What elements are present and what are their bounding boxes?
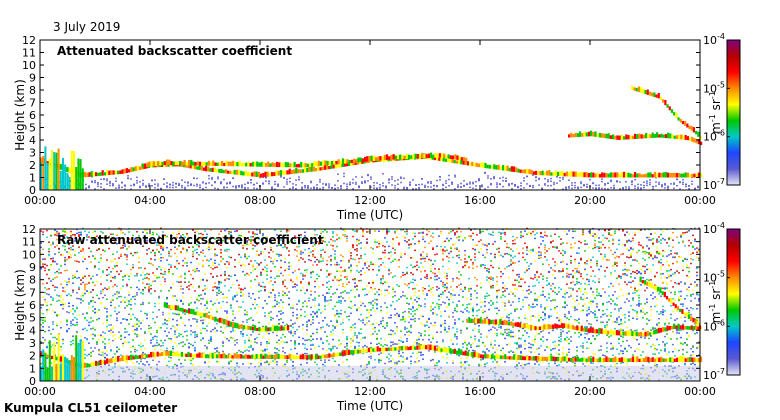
colorbar-tick-exponent: -5	[717, 270, 725, 279]
x-tick-label: 12:00	[354, 194, 386, 207]
surface-aerosol	[40, 333, 84, 381]
y-tick-label: 12	[22, 34, 36, 47]
colorbar-tick-base: 10	[703, 320, 717, 333]
colorbar-unit-label: m-1 sr-1	[708, 91, 723, 134]
y-tick-label: 9	[29, 72, 36, 85]
x-tick-label: 00:00	[684, 385, 716, 398]
colorbar-tick-base: 10	[703, 223, 717, 236]
colorbar: 10-410-510-610-7m-1 sr-1	[703, 32, 741, 192]
colorbar-tick-base: 10	[703, 369, 717, 382]
colorbar-tick-exponent: -5	[717, 80, 725, 89]
x-tick-label: 00:00	[684, 194, 716, 207]
x-tick-label: 20:00	[574, 194, 606, 207]
colorbar-unit-part: m	[709, 122, 723, 134]
y-tick-label: 0	[29, 184, 36, 197]
colorbar-tick-base: 10	[703, 131, 717, 144]
colorbar-tick-exponent: -7	[717, 177, 725, 186]
x-tick-label: 16:00	[464, 194, 496, 207]
colorbar-tick-label: 10-6	[703, 129, 725, 144]
layer-elevated-aerosol	[466, 317, 702, 337]
y-tick-label: 10	[22, 59, 36, 72]
colorbar-unit-part: sr	[709, 289, 723, 304]
colorbar-tick-base: 10	[703, 34, 717, 47]
panel-2: Raw attenuated backscatter coefficient01…	[13, 221, 741, 413]
x-tick-label: 08:00	[244, 385, 276, 398]
y-tick-label: 5	[29, 312, 36, 325]
colorbar-tick-exponent: -6	[717, 318, 725, 327]
date-label: 3 July 2019	[53, 20, 121, 34]
colorbar-scale	[726, 39, 741, 186]
y-tick-label: 7	[29, 97, 36, 110]
colorbar-tick-label: 10-4	[703, 32, 725, 47]
y-tick-label: 2	[29, 350, 36, 363]
colorbar-unit-part: -1	[708, 281, 717, 289]
layer-elevated-cloud	[568, 130, 703, 145]
y-tick-label: 10	[22, 248, 36, 261]
colorbar-unit-part: -1	[708, 91, 717, 99]
x-tick-label: 16:00	[464, 385, 496, 398]
x-tick-label: 04:00	[134, 385, 166, 398]
y-tick-label: 2	[29, 159, 36, 172]
layer-descending-layer	[639, 276, 702, 330]
y-tick-label: 4	[29, 134, 36, 147]
y-tick-label: 1	[29, 172, 36, 185]
colorbar-tick-label: 10-5	[703, 270, 725, 285]
y-tick-label: 5	[29, 122, 36, 135]
colorbar-unit-label: m-1 sr-1	[708, 281, 723, 324]
colorbar: 10-410-510-610-7m-1 sr-1	[703, 221, 741, 382]
colorbar-tick-base: 10	[703, 82, 717, 95]
colorbar-tick-exponent: -4	[717, 32, 725, 41]
y-tick-label: 3	[29, 337, 36, 350]
colorbar-scale	[726, 228, 741, 376]
surface-aerosol	[40, 146, 84, 190]
station-label: Kumpula CL51 ceilometer	[4, 401, 178, 415]
plot-title: Raw attenuated backscatter coefficient	[57, 233, 324, 247]
x-tick-label: 00:00	[24, 385, 56, 398]
colorbar-tick-exponent: -7	[717, 367, 725, 376]
y-tick-label: 4	[29, 324, 36, 337]
y-tick-label: 3	[29, 147, 36, 160]
y-tick-label: 12	[22, 223, 36, 236]
colorbar-tick-exponent: -6	[717, 129, 725, 138]
y-tick-label: 1	[29, 362, 36, 375]
y-axis-label: Height (km)	[13, 79, 27, 150]
y-tick-label: 8	[29, 274, 36, 287]
colorbar-tick-base: 10	[703, 179, 717, 192]
colorbar-unit-part: sr	[709, 99, 723, 114]
colorbar-unit-part: -1	[708, 114, 717, 122]
y-tick-label: 9	[29, 261, 36, 274]
layer-descending-layer	[631, 85, 702, 140]
y-tick-label: 0	[29, 375, 36, 388]
y-tick-label: 6	[29, 299, 36, 312]
y-tick-label: 11	[22, 47, 36, 60]
y-axis-label: Height (km)	[13, 269, 27, 340]
y-tick-label: 8	[29, 84, 36, 97]
x-axis-label: Time (UTC)	[336, 399, 403, 413]
x-axis-label: Time (UTC)	[336, 208, 403, 222]
plot-title: Attenuated backscatter coefficient	[57, 44, 292, 58]
y-tick-label: 11	[22, 236, 36, 249]
layer-boundary-layer	[40, 344, 703, 369]
colorbar-unit-part: m	[709, 312, 723, 324]
panel-1: Attenuated backscatter coefficient012345…	[13, 32, 741, 222]
colorbar-unit-part: -1	[708, 304, 717, 312]
colorbar-tick-label: 10-4	[703, 221, 725, 236]
colorbar-tick-exponent: -4	[717, 221, 725, 230]
colorbar-tick-base: 10	[703, 272, 717, 285]
y-tick-label: 7	[29, 286, 36, 299]
layer-residual-layer	[163, 302, 290, 332]
colorbar-tick-label: 10-7	[703, 367, 725, 382]
layer-cloud-layer	[141, 152, 468, 168]
colorbar-tick-label: 10-5	[703, 80, 725, 95]
x-tick-label: 00:00	[24, 194, 56, 207]
near-ground-band	[40, 365, 700, 381]
x-tick-label: 20:00	[574, 385, 606, 398]
x-tick-label: 12:00	[354, 385, 386, 398]
x-tick-label: 04:00	[134, 194, 166, 207]
colorbar-tick-label: 10-6	[703, 318, 725, 333]
y-tick-label: 6	[29, 109, 36, 122]
x-tick-label: 08:00	[244, 194, 276, 207]
colorbar-tick-label: 10-7	[703, 177, 725, 192]
